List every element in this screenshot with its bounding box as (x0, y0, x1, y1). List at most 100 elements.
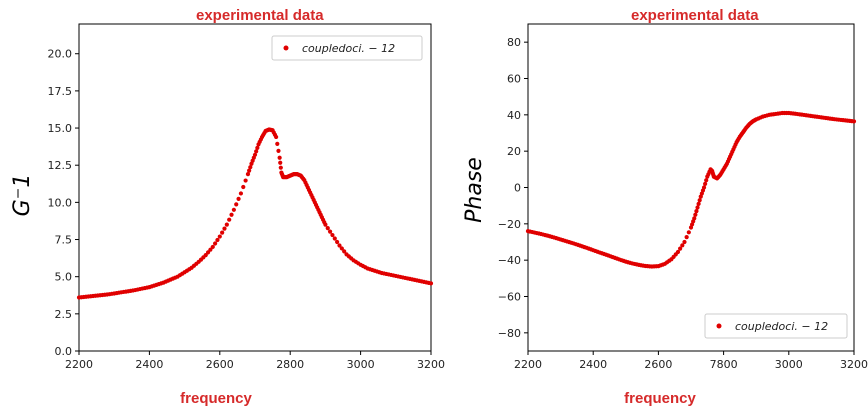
y-tick-label: 20.0 (48, 48, 73, 61)
chart-right-y-axis-label: Phase (462, 157, 487, 223)
x-tick-label: 2200 (514, 358, 542, 371)
data-point (229, 212, 234, 217)
y-tick-label: −20 (498, 218, 521, 231)
data-point (231, 207, 236, 212)
chart-right-title: experimental data (631, 7, 759, 24)
chart-left-points (76, 127, 434, 300)
y-tick-label: 80 (507, 36, 521, 49)
y-tick-label: 0 (514, 182, 521, 195)
data-point (220, 230, 225, 235)
y-tick-label: 15.0 (48, 122, 73, 135)
data-point (215, 237, 220, 243)
y-tick-label: 10.0 (48, 196, 73, 209)
y-tick-label: 17.5 (48, 85, 73, 98)
chart-left-legend-box (271, 35, 423, 61)
y-tick-label: 2.5 (55, 308, 73, 321)
data-point (238, 191, 244, 196)
data-point (694, 209, 699, 214)
x-tick-label: 3000 (775, 358, 803, 371)
x-tick-label: 3000 (347, 358, 375, 371)
x-tick-label: 2200 (65, 358, 93, 371)
data-point (332, 236, 337, 241)
chart-right-legend-label: coupledoci. − 12 (735, 320, 828, 333)
data-point (217, 234, 222, 239)
data-point (241, 184, 246, 190)
data-point (695, 205, 700, 210)
data-point (428, 281, 434, 286)
data-point (327, 229, 333, 234)
data-point (208, 247, 213, 252)
data-point (252, 152, 258, 157)
data-point (243, 178, 248, 183)
x-tick-label: 2800 (276, 358, 304, 371)
chart-right-points (525, 110, 857, 269)
chart-right-phase: experimental data 2200 2400 2600 7800 3000 32… (462, 7, 868, 407)
y-tick-label: 20 (507, 145, 521, 158)
data-point (213, 241, 218, 246)
data-point (278, 160, 283, 165)
data-point (680, 243, 685, 248)
x-tick-label: 2400 (579, 358, 607, 371)
y-tick-label: 5.0 (55, 271, 73, 284)
data-point (323, 222, 328, 227)
data-point (247, 168, 252, 173)
chart-right-legend-box (704, 313, 848, 339)
data-point (339, 246, 344, 251)
data-point (224, 222, 229, 227)
data-point (255, 145, 260, 150)
data-point (692, 216, 697, 221)
data-point (254, 149, 259, 154)
data-point (227, 217, 232, 222)
data-point (234, 202, 239, 207)
data-point (276, 148, 281, 153)
data-point (278, 165, 283, 170)
data-point (686, 230, 691, 235)
data-point (342, 249, 347, 254)
data-point (248, 165, 253, 170)
data-point (275, 141, 280, 146)
chart-left-title: experimental data (196, 7, 324, 24)
x-tick-label: 2600 (206, 358, 234, 371)
chart-left-legend-marker (283, 45, 289, 51)
y-tick-label: 40 (507, 109, 521, 122)
data-point (703, 181, 708, 186)
data-point (222, 226, 227, 231)
x-tick-label: 3200 (417, 358, 445, 371)
chart-left-g-inverse: experimental data 2200 2400 2600 2800 3000 32… (10, 7, 445, 407)
x-tick-label: 7800 (710, 358, 738, 371)
chart-left-legend: coupledoci. − 12 (271, 35, 423, 61)
data-point (335, 239, 340, 245)
x-tick-label: 3200 (840, 358, 868, 371)
chart-left-x-axis-label: frequency (180, 390, 252, 407)
chart-left-plot-frame (78, 23, 432, 352)
y-tick-label: −80 (498, 327, 521, 340)
chart-right-plot-frame (527, 23, 855, 352)
y-tick-label: 0.0 (55, 345, 73, 358)
chart-left-y-axis-label: G⁻1 (10, 174, 35, 217)
y-tick-label: −60 (498, 291, 521, 304)
y-tick-label: −40 (498, 254, 521, 267)
data-point (337, 243, 342, 248)
data-point (274, 134, 279, 140)
chart-right-legend-marker (716, 323, 722, 329)
y-tick-label: 60 (507, 73, 521, 86)
y-tick-label: 7.5 (55, 234, 73, 247)
data-point (210, 244, 215, 250)
chart-right-legend: coupledoci. − 12 (704, 313, 848, 339)
data-point (693, 212, 698, 217)
chart-right-x-ticks: 2200 2400 2600 7800 3000 3200 (514, 351, 868, 371)
x-tick-label: 2400 (135, 358, 163, 371)
data-point (701, 185, 707, 190)
data-point (330, 232, 335, 238)
y-tick-label: 12.5 (48, 159, 73, 172)
chart-left-y-ticks: 0.0 2.5 5.0 7.5 10.0 12.5 15.0 17.5 20.0 (48, 48, 79, 358)
x-tick-label: 2600 (644, 358, 672, 371)
data-point (704, 178, 709, 183)
data-point (678, 246, 683, 251)
data-point (277, 155, 282, 160)
chart-left-legend-label: coupledoci. − 12 (302, 42, 395, 55)
data-point (205, 250, 211, 255)
data-point (675, 249, 681, 255)
data-point (245, 172, 251, 177)
